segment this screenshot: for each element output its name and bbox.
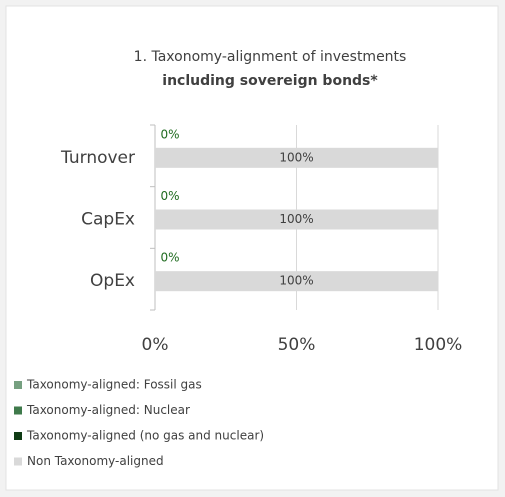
legend-label: Taxonomy-aligned: Nuclear <box>26 403 190 417</box>
chart-title: 1. Taxonomy-alignment of investments <box>134 49 407 65</box>
chart-subtitle: including sovereign bonds* <box>162 73 378 89</box>
legend-label: Taxonomy-aligned (no gas and nuclear) <box>26 429 264 443</box>
data-label: 0% <box>160 189 179 203</box>
bar-segment <box>155 271 438 292</box>
bar-segment <box>155 209 438 230</box>
y-tick-label: CapEx <box>81 210 135 230</box>
legend-swatch <box>14 381 22 389</box>
data-label: 100% <box>279 150 313 164</box>
data-label: 0% <box>160 251 179 265</box>
legend-swatch <box>14 406 22 415</box>
legend-label: Taxonomy-aligned: Fossil gas <box>26 378 202 392</box>
x-tick-label: 100% <box>414 335 463 355</box>
y-tick-label: Turnover <box>60 148 135 168</box>
x-tick-label: 50% <box>278 335 316 355</box>
legend-swatch <box>14 432 22 440</box>
x-tick-label: 0% <box>142 335 169 355</box>
y-tick-label: OpEx <box>90 271 135 291</box>
data-label: 0% <box>160 127 179 141</box>
data-label: 100% <box>279 212 313 226</box>
legend-swatch <box>14 457 22 466</box>
bar-segment <box>155 147 438 168</box>
legend-label: Non Taxonomy-aligned <box>27 454 164 468</box>
data-label: 100% <box>279 274 313 288</box>
card <box>5 5 499 491</box>
